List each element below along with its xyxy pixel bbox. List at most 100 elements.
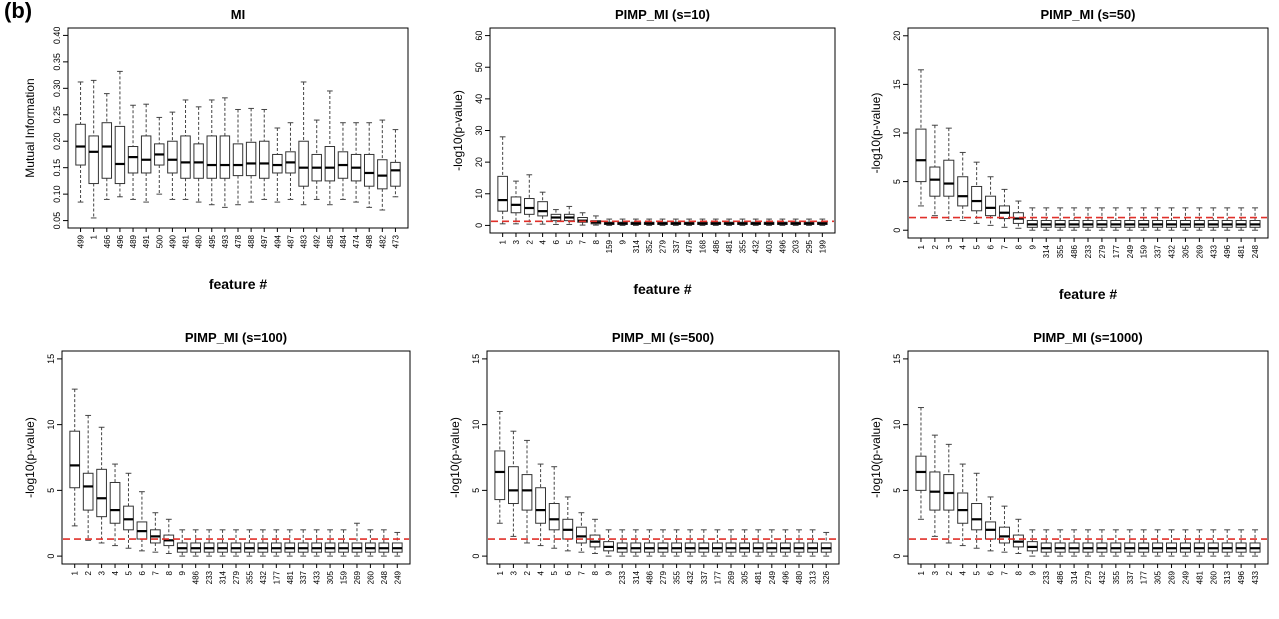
x-tick-label: 199 [818,239,827,253]
x-tick-label: 177 [1140,570,1149,584]
box-248 [1249,207,1261,231]
box-6 [550,209,562,225]
x-tick-label: 466 [103,234,112,248]
y-tick-label: 10 [471,420,481,430]
box-433 [1249,529,1261,557]
x-tick-label: 352 [645,239,654,253]
iqr-box [548,503,560,531]
x-axis-label: feature # [1059,286,1118,302]
iqr-box [123,505,134,531]
box-486 [1068,207,1080,231]
box-403 [763,218,775,226]
x-tick-label: 494 [273,234,282,248]
y-tick-label: 0 [46,554,56,559]
box-432 [684,529,696,557]
box-279 [1082,529,1094,557]
iqr-box [167,140,178,174]
box-1 [88,79,99,219]
box-159 [338,529,349,557]
iqr-box [82,472,94,511]
box-481 [752,529,764,557]
x-tick-label: 159 [1140,244,1149,258]
box-496 [114,70,126,198]
x-tick-label: 233 [618,570,627,584]
x-tick-label: 481 [1195,570,1204,584]
y-tick-label: 50 [474,62,484,72]
box-481 [1235,207,1247,231]
iqr-box [929,166,941,197]
box-314 [1068,529,1080,557]
iqr-box [377,159,388,190]
box-355 [737,218,748,226]
box-6 [985,496,997,552]
y-tick-label: 0.40 [52,27,62,45]
x-tick-label: 5 [124,570,133,575]
box-199 [817,218,828,226]
y-tick-label: 15 [892,354,902,364]
x-tick-label: 493 [221,234,230,248]
x-tick-label: 482 [378,234,387,248]
box-8 [589,518,601,554]
box-7 [998,188,1010,228]
box-177 [270,529,282,557]
box-313 [1221,529,1233,557]
box-482 [377,119,388,211]
x-tick-label: 496 [1237,570,1246,584]
y-tick-label: 30 [474,125,484,135]
box-466 [101,93,113,200]
x-tick-label: 355 [673,570,682,584]
box-486 [644,529,655,557]
box-355 [244,529,255,557]
x-tick-label: 478 [234,234,243,248]
y-tick-label: 0.20 [52,132,62,150]
x-tick-label: 486 [712,239,721,253]
x-tick-label: 5 [973,570,982,575]
box-473 [390,129,401,198]
y-tick-label: 0.35 [52,53,62,71]
y-tick-label: 10 [46,420,56,430]
box-496 [780,529,791,557]
y-tick-label: 5 [471,488,481,493]
chart-panel-1: MI 0.05 0.10 0.15 0.20 0.25 0.30 0.35 0.40 Mutual… [23,7,409,292]
box-337 [297,529,309,557]
x-tick-label: 260 [1209,570,1218,584]
x-tick-label: 496 [116,234,125,248]
y-tick-label: 0 [474,223,484,228]
x-tick-label: 403 [765,239,774,253]
x-tick-label: 279 [1098,244,1107,258]
plot-frame [907,27,1269,239]
x-tick-label: 433 [1251,570,1260,584]
x-tick-label: 7 [1000,570,1009,575]
x-tick-label: 486 [192,570,201,584]
x-tick-label: 314 [632,570,641,584]
y-tick-label: 0 [892,554,902,559]
box-5 [548,466,560,549]
x-tick-label: 8 [592,239,601,244]
box-260 [365,529,376,557]
x-tick-label: 269 [353,570,362,584]
y-tick-label: 20 [892,31,902,41]
box-269 [351,522,363,557]
x-tick-label: 249 [393,570,402,584]
x-tick-label: 492 [313,234,322,248]
box-8 [1012,200,1024,229]
box-492 [311,119,322,200]
box-177 [1110,207,1122,231]
x-tick-label: 498 [365,234,374,248]
iqr-box [521,474,533,511]
box-4 [957,463,969,547]
box-313 [807,529,818,557]
x-tick-label: 4 [539,239,548,244]
iqr-box [957,176,969,207]
box-249 [1124,207,1136,231]
x-tick-label: 486 [645,570,654,584]
box-432 [257,529,269,557]
x-tick-label: 6 [987,570,996,575]
x-tick-label: 159 [605,239,614,253]
box-481 [180,99,191,200]
x-tick-label: 326 [822,570,831,584]
x-tick-label: 249 [1181,570,1190,584]
box-481 [723,218,735,226]
iqr-box [88,135,99,185]
x-tick-label: 159 [340,570,349,584]
